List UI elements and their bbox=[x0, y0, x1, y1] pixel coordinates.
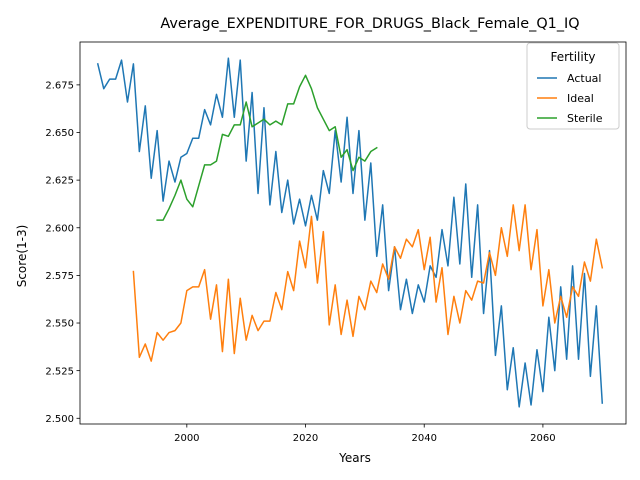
legend-items: Actual Ideal Sterile bbox=[537, 72, 603, 125]
series-layer bbox=[96, 57, 604, 408]
y-tick-label: 2.675 bbox=[45, 80, 74, 91]
y-tick-label: 2.625 bbox=[45, 176, 74, 187]
y-tick-label: 2.525 bbox=[45, 366, 74, 377]
plot-frame bbox=[79, 41, 627, 425]
series-line-actual bbox=[96, 57, 604, 408]
series-line-sterile bbox=[156, 74, 378, 221]
y-tick-label: 2.575 bbox=[45, 271, 74, 282]
y-tick-label: 2.500 bbox=[45, 414, 74, 425]
x-tick-label: 2020 bbox=[293, 433, 318, 444]
legend-frame bbox=[526, 42, 620, 130]
y-tick-label: 2.650 bbox=[45, 128, 74, 139]
x-tick-label: 2060 bbox=[530, 433, 555, 444]
y-tick-label: 2.600 bbox=[45, 223, 74, 234]
legend-label-actual: Actual bbox=[567, 72, 601, 85]
legend-title: Fertility bbox=[550, 50, 595, 64]
y-axis-label: Score(1-3) bbox=[15, 225, 29, 288]
y-axis: 2.500 2.525 2.550 2.575 2.600 2.625 2.650 2.675 bbox=[45, 80, 80, 425]
x-tick-label: 2040 bbox=[411, 433, 436, 444]
legend-label-sterile: Sterile bbox=[567, 112, 603, 125]
legend: Fertility Actual Ideal Sterile bbox=[526, 42, 620, 130]
x-tick-label: 2000 bbox=[174, 433, 199, 444]
y-tick-label: 2.550 bbox=[45, 319, 74, 330]
x-axis: 2000 2020 2040 2060 bbox=[174, 424, 556, 444]
chart-title: Average_EXPENDITURE_FOR_DRUGS_Black_Fema… bbox=[160, 16, 579, 32]
x-axis-label: Years bbox=[338, 451, 371, 465]
series-line-ideal bbox=[132, 204, 604, 362]
legend-label-ideal: Ideal bbox=[567, 92, 594, 105]
